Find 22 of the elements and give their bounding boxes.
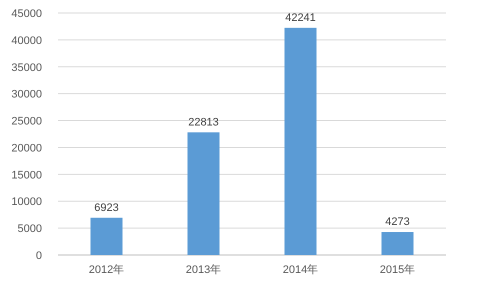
y-tick-label: 20000	[11, 142, 42, 154]
y-tick-label: 5000	[18, 223, 42, 236]
x-tick-label: 2012年	[88, 264, 124, 276]
y-tick-label: 15000	[11, 169, 42, 182]
bar	[90, 218, 123, 255]
y-tick-label: 0	[36, 250, 42, 262]
x-tick-label: 2013年	[186, 264, 222, 276]
bar	[284, 28, 317, 255]
data-label: 42241	[285, 12, 316, 24]
y-tick-label: 45000	[11, 8, 42, 20]
y-tick-label: 25000	[11, 116, 42, 128]
data-label: 4273	[385, 216, 410, 228]
bar	[381, 232, 414, 255]
y-tick-label: 40000	[11, 34, 42, 47]
x-tick-label: 2014年	[282, 264, 318, 276]
y-tick-label: 30000	[11, 88, 42, 101]
data-label: 22813	[188, 116, 219, 128]
x-tick-label: 2015年	[380, 264, 416, 276]
y-tick-label: 35000	[11, 62, 42, 74]
data-label: 6923	[94, 202, 119, 214]
bar	[187, 132, 220, 255]
y-tick-label: 10000	[11, 196, 42, 208]
